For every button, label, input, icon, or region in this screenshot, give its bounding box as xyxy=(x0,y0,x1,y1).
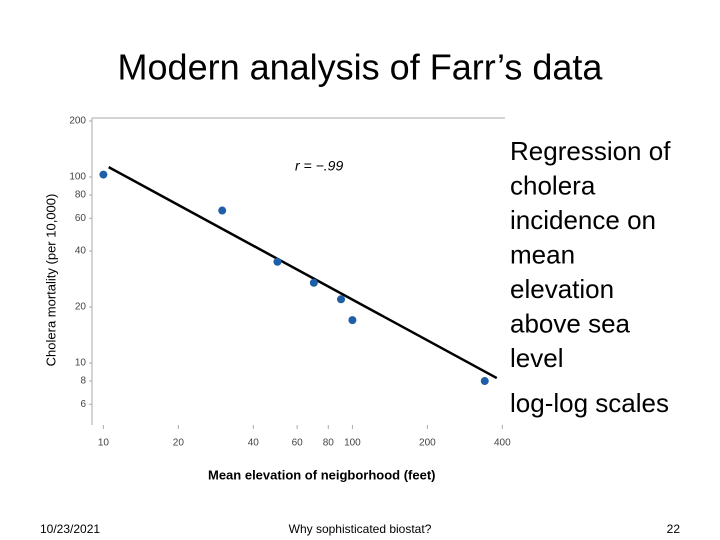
side-text-line: incidence on xyxy=(510,205,656,235)
data-point xyxy=(337,295,346,304)
y-tick-label: 100 xyxy=(69,172,86,183)
data-point xyxy=(273,257,282,266)
data-point xyxy=(309,278,318,287)
data-point xyxy=(99,170,108,179)
y-tick-label: 40 xyxy=(75,246,87,257)
y-axis-label: Cholera mortality (per 10,000) xyxy=(43,194,58,367)
side-text-line: mean xyxy=(510,239,575,269)
y-tick-label: 60 xyxy=(75,213,87,224)
page-number: 22 xyxy=(667,522,681,536)
data-point xyxy=(218,206,227,215)
regression-line xyxy=(108,166,498,380)
side-text-line: elevation xyxy=(510,274,614,304)
y-tick-label: 6 xyxy=(80,399,86,410)
x-tick-label: 400 xyxy=(494,438,511,449)
side-text-line: above sea xyxy=(510,308,631,338)
x-tick-label: 200 xyxy=(419,438,436,449)
y-tick-label: 8 xyxy=(80,376,86,387)
slide-title: Modern analysis of Farr’s data xyxy=(118,47,604,88)
footer-date: 10/23/2021 xyxy=(40,522,100,536)
x-tick-label: 20 xyxy=(173,438,185,449)
x-tick-label: 80 xyxy=(323,438,335,449)
y-tick-label: 20 xyxy=(75,302,87,313)
footer-center: Why sophisticated biostat? xyxy=(289,522,432,536)
x-axis-label: Mean elevation of neigborhood (feet) xyxy=(208,467,436,482)
data-point xyxy=(480,377,489,386)
x-tick-label: 10 xyxy=(98,438,110,449)
annotation: r = −.99 xyxy=(295,158,343,174)
x-tick-label: 100 xyxy=(344,438,361,449)
y-tick-label: 200 xyxy=(69,116,86,127)
x-tick-label: 60 xyxy=(292,438,304,449)
y-tick-label: 80 xyxy=(75,190,87,201)
side-text-line: Regression of xyxy=(510,136,671,166)
data-point xyxy=(348,316,357,325)
x-tick-label: 40 xyxy=(248,438,260,449)
side-text-line: level xyxy=(510,343,563,373)
side-text-line: cholera xyxy=(510,170,596,200)
note: log-log scales xyxy=(510,388,669,418)
y-tick-label: 10 xyxy=(75,358,87,369)
